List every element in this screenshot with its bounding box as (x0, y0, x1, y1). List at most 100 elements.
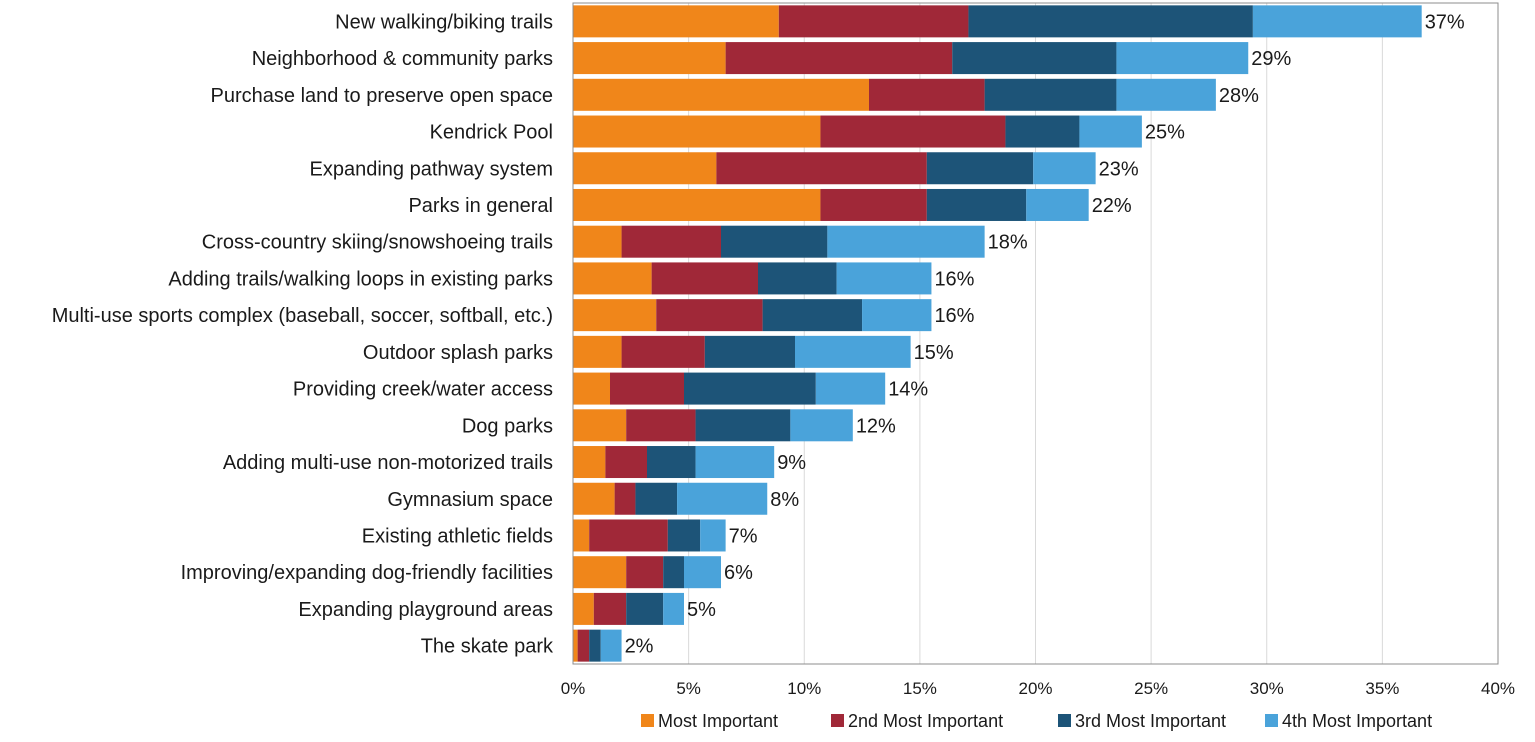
total-labels: 37% 29% 28% 25% 23% 22% 18% 16% 16% 15% 14% 12% 9% 8%… (625, 11, 1465, 657)
bar-segment-4 (1079, 115, 1142, 148)
bar-segment-3 (589, 629, 601, 662)
total-label: 9% (777, 452, 806, 474)
bar-segment-2 (626, 556, 664, 589)
bar-segment-4 (1033, 152, 1096, 185)
bar-segment-2 (869, 78, 985, 111)
plot-area-border (572, 2, 1499, 665)
bar-segment-1 (573, 262, 652, 295)
bar-segment-1 (573, 482, 615, 515)
bar-segment-4 (1252, 5, 1422, 38)
bar-segment-1 (573, 446, 606, 479)
total-label: 16% (934, 305, 974, 327)
bar-segment-1 (573, 152, 717, 185)
bar-segment-2 (778, 5, 969, 38)
bar-segment-2 (577, 629, 590, 662)
category-label: The skate park (421, 636, 554, 658)
bars (573, 5, 1422, 662)
bar-segment-1 (573, 629, 578, 662)
bar-segment-1 (573, 225, 622, 258)
total-label: 6% (724, 562, 753, 584)
category-label: Gymnasium space (387, 489, 553, 511)
category-label: Existing athletic fields (362, 525, 553, 547)
bar-segment-2 (589, 519, 668, 552)
total-label: 25% (1145, 122, 1185, 144)
total-label: 18% (988, 232, 1028, 254)
bar-segment-4 (836, 262, 932, 295)
category-label: Neighborhood & community parks (252, 48, 553, 70)
total-label: 2% (625, 636, 654, 658)
legend-swatch (831, 714, 844, 727)
x-tick-label: 5% (676, 679, 701, 698)
bar-segment-1 (573, 115, 821, 148)
category-label: Dog parks (462, 415, 553, 437)
total-label: 22% (1092, 195, 1132, 217)
bar-segment-1 (573, 409, 627, 442)
category-label: Parks in general (408, 195, 553, 217)
category-label: Adding trails/walking loops in existing … (168, 268, 553, 290)
legend-label: 4th Most Important (1282, 711, 1432, 731)
category-label: Expanding pathway system (310, 158, 553, 180)
x-tick-label: 15% (903, 679, 937, 698)
bar-segment-3 (635, 482, 678, 515)
category-label: Improving/expanding dog-friendly facilit… (181, 562, 553, 584)
bar-segment-4 (695, 446, 775, 479)
category-label: New walking/biking trails (335, 11, 553, 33)
bar-segment-3 (952, 42, 1117, 75)
gridlines (688, 3, 1383, 664)
bar-segment-2 (716, 152, 927, 185)
category-labels: New walking/biking trails Neighborhood & … (52, 11, 554, 657)
bar-segment-3 (695, 409, 791, 442)
bar-segment-2 (656, 299, 763, 332)
bar-segment-3 (721, 225, 828, 258)
bar-segment-2 (651, 262, 758, 295)
total-label: 16% (934, 268, 974, 290)
x-tick-label: 20% (1018, 679, 1052, 698)
legend-swatch (1265, 714, 1278, 727)
bar-segment-3 (704, 335, 795, 368)
bar-segment-3 (758, 262, 837, 295)
legend-swatch (641, 714, 654, 727)
category-label: Purchase land to preserve open space (211, 85, 553, 107)
bar-segment-1 (573, 5, 779, 38)
x-tick-label: 25% (1134, 679, 1168, 698)
x-tick-label: 40% (1481, 679, 1515, 698)
bar-segment-3 (626, 592, 664, 625)
bar-segment-3 (926, 152, 1034, 185)
bar-segment-1 (573, 42, 726, 75)
bar-segment-4 (827, 225, 985, 258)
bar-segment-2 (610, 372, 684, 405)
x-tick-label: 0% (561, 679, 586, 698)
bar-segment-4 (1026, 188, 1089, 221)
bar-segment-4 (700, 519, 726, 552)
category-label: Kendrick Pool (430, 122, 553, 144)
bar-segment-4 (790, 409, 853, 442)
category-label: Providing creek/water access (293, 379, 553, 401)
bar-segment-1 (573, 372, 610, 405)
total-label: 7% (729, 525, 758, 547)
bar-segment-1 (573, 335, 622, 368)
bar-segment-3 (684, 372, 816, 405)
bar-segment-4 (1116, 78, 1216, 111)
bar-segment-2 (820, 115, 1006, 148)
bar-segment-1 (573, 592, 594, 625)
x-axis-ticks: 0% 5% 10% 15% 20% 25% 30% 35% 40% (561, 679, 1515, 698)
total-label: 28% (1219, 85, 1259, 107)
bar-segment-1 (573, 519, 590, 552)
bar-segment-2 (605, 446, 647, 479)
category-label: Adding multi-use non-motorized trails (223, 452, 553, 474)
x-tick-label: 35% (1365, 679, 1399, 698)
bar-segment-3 (762, 299, 863, 332)
bar-segment-3 (926, 188, 1027, 221)
bar-segment-2 (593, 592, 627, 625)
bar-segment-4 (663, 592, 684, 625)
bar-segment-1 (573, 299, 657, 332)
bar-segment-2 (626, 409, 696, 442)
bar-segment-4 (677, 482, 768, 515)
total-label: 14% (888, 379, 928, 401)
bar-segment-2 (621, 225, 721, 258)
legend-label: 2nd Most Important (848, 711, 1003, 731)
bar-segment-1 (573, 78, 869, 111)
legend-label: Most Important (658, 711, 778, 731)
total-label: 37% (1425, 11, 1465, 33)
